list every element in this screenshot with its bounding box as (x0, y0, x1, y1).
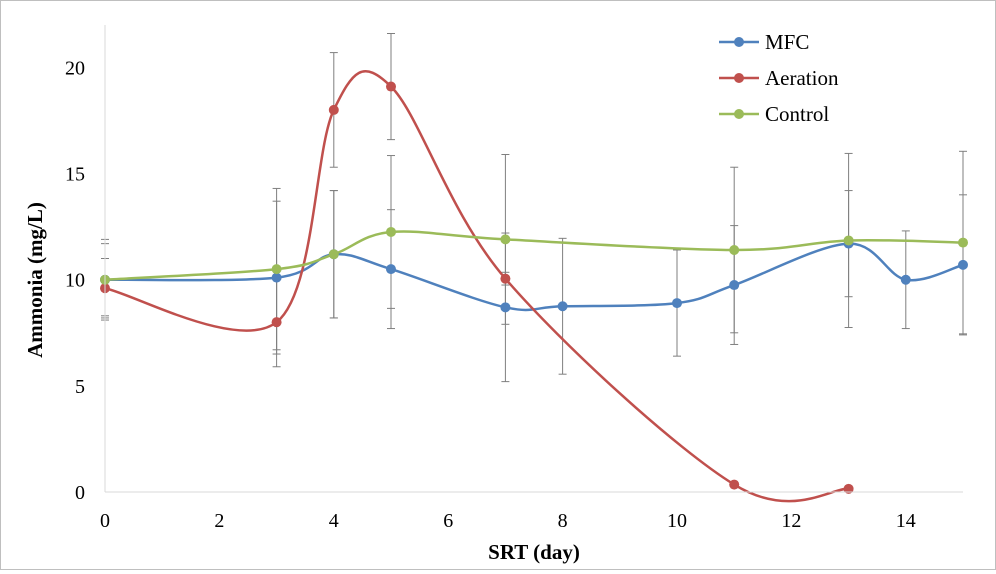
x-tick-label: 2 (214, 510, 224, 532)
y-axis-title: Ammonia (mg/L) (23, 202, 47, 358)
aeration-data-point (271, 317, 282, 328)
mfc-legend-marker (734, 37, 744, 47)
mfc-data-point (900, 274, 911, 285)
control-data-point (271, 264, 282, 275)
control-data-point (843, 235, 854, 246)
y-tick-label: 15 (65, 164, 85, 186)
mfc-data-point (557, 301, 568, 312)
x-axis-title: SRT (day) (488, 540, 580, 564)
mfc-series-line (104, 242, 964, 312)
aeration-legend-label: Aeration (765, 66, 839, 90)
aeration-data-point (328, 104, 339, 115)
aeration-legend-marker (734, 73, 744, 83)
x-tick-label: 14 (896, 510, 916, 532)
mfc-data-point (729, 280, 740, 291)
control-legend-marker (734, 109, 744, 119)
control-data-point (328, 249, 339, 260)
y-tick-label: 5 (75, 376, 85, 398)
y-tick-label: 10 (65, 270, 85, 292)
x-tick-label: 8 (558, 510, 568, 532)
axes: 0 2 4 6 8 10 12 14 0 5 10 15 20 (65, 25, 963, 532)
control-data-point (500, 234, 511, 245)
y-tick-label: 0 (75, 482, 85, 504)
control-data-point (958, 237, 968, 248)
series-points (100, 81, 968, 494)
x-tick-label: 4 (329, 510, 339, 532)
control-legend-label: Control (765, 102, 829, 126)
control-data-point (729, 245, 740, 256)
x-tick-label: 0 (100, 510, 110, 532)
series-lines (104, 70, 964, 503)
aeration-data-point (500, 273, 511, 284)
x-tick-label: 12 (781, 510, 801, 532)
x-tick-label: 6 (443, 510, 453, 532)
control-data-point (386, 226, 396, 237)
legend: MFC Aeration Control (719, 30, 839, 126)
mfc-data-point (958, 259, 968, 270)
mfc-data-point (271, 272, 282, 283)
aeration-data-point (843, 483, 854, 494)
control-series-line (104, 230, 964, 281)
aeration-data-point (729, 479, 740, 490)
mfc-data-point (386, 264, 396, 275)
mfc-legend-label: MFC (765, 30, 809, 54)
aeration-data-point (386, 81, 396, 92)
y-tick-label: 20 (65, 57, 85, 79)
mfc-data-point (500, 302, 511, 313)
x-tick-label: 10 (667, 510, 687, 532)
mfc-data-point (672, 298, 682, 309)
